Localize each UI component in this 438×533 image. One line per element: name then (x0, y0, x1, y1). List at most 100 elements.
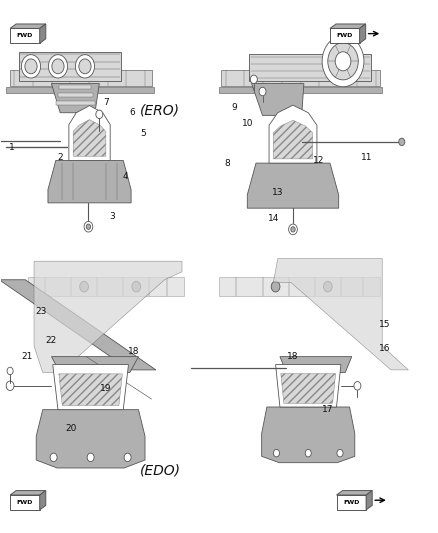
Text: 22: 22 (46, 336, 57, 345)
Circle shape (79, 59, 91, 74)
Text: 5: 5 (140, 130, 146, 139)
Circle shape (323, 281, 332, 292)
Polygon shape (10, 24, 46, 28)
Circle shape (322, 36, 364, 87)
Polygon shape (48, 160, 131, 203)
Text: 1: 1 (9, 143, 15, 152)
Circle shape (289, 224, 297, 235)
Text: 2: 2 (57, 154, 63, 163)
Text: 18: 18 (128, 347, 140, 356)
Text: 10: 10 (241, 119, 253, 128)
Circle shape (6, 381, 14, 391)
Circle shape (75, 55, 95, 78)
Text: 13: 13 (272, 188, 283, 197)
Polygon shape (60, 85, 91, 89)
Text: 4: 4 (123, 172, 128, 181)
Circle shape (96, 110, 103, 118)
Text: 14: 14 (268, 214, 279, 223)
Bar (336, 495, 366, 510)
Text: FWD: FWD (343, 500, 360, 505)
Circle shape (132, 281, 141, 292)
Text: (EDO): (EDO) (140, 464, 181, 478)
Polygon shape (28, 277, 184, 296)
Text: 11: 11 (361, 154, 373, 163)
Polygon shape (219, 87, 382, 93)
Circle shape (354, 382, 361, 390)
Polygon shape (273, 259, 408, 370)
Polygon shape (273, 120, 313, 159)
Polygon shape (366, 490, 372, 510)
Text: 9: 9 (231, 103, 237, 112)
Polygon shape (0, 280, 156, 370)
Polygon shape (36, 410, 145, 468)
Text: 16: 16 (378, 344, 390, 353)
Circle shape (271, 281, 280, 292)
Circle shape (124, 453, 131, 462)
Polygon shape (269, 105, 317, 163)
Polygon shape (280, 357, 352, 373)
Circle shape (7, 367, 13, 375)
Polygon shape (252, 84, 304, 115)
Text: (ERO): (ERO) (140, 103, 180, 117)
Polygon shape (40, 490, 46, 510)
Text: FWD: FWD (336, 34, 353, 38)
Polygon shape (281, 374, 336, 403)
Circle shape (328, 43, 358, 80)
Polygon shape (221, 70, 380, 86)
Polygon shape (53, 365, 128, 410)
Circle shape (251, 75, 257, 84)
Text: 18: 18 (287, 352, 299, 361)
Text: 7: 7 (103, 98, 109, 107)
Circle shape (52, 59, 64, 74)
Circle shape (48, 55, 67, 78)
Circle shape (87, 453, 94, 462)
Polygon shape (40, 24, 46, 43)
Polygon shape (10, 70, 152, 86)
Circle shape (25, 59, 37, 74)
Bar (10, 495, 40, 510)
Text: 6: 6 (129, 108, 135, 117)
Text: 15: 15 (378, 320, 390, 329)
Circle shape (273, 449, 279, 457)
Polygon shape (73, 119, 106, 156)
Bar (330, 28, 360, 43)
Text: 3: 3 (110, 212, 115, 221)
Polygon shape (57, 93, 93, 97)
Polygon shape (360, 24, 366, 43)
Text: 12: 12 (314, 156, 325, 165)
Circle shape (305, 449, 311, 457)
Circle shape (84, 221, 93, 232)
Text: FWD: FWD (17, 34, 33, 38)
Polygon shape (69, 106, 110, 160)
Polygon shape (6, 87, 154, 93)
Polygon shape (10, 490, 46, 495)
Polygon shape (276, 365, 341, 407)
Text: 23: 23 (35, 307, 46, 316)
Polygon shape (51, 357, 138, 373)
Text: 8: 8 (225, 159, 230, 167)
Polygon shape (51, 84, 99, 113)
Text: 19: 19 (100, 384, 112, 393)
Circle shape (50, 453, 57, 462)
Text: FWD: FWD (17, 500, 33, 505)
Polygon shape (56, 101, 95, 105)
Circle shape (86, 224, 91, 229)
Polygon shape (19, 52, 121, 81)
Polygon shape (59, 374, 122, 406)
Circle shape (259, 87, 266, 96)
Polygon shape (250, 54, 371, 81)
Text: 17: 17 (322, 405, 334, 414)
Bar (10, 28, 40, 43)
Polygon shape (219, 277, 380, 296)
Circle shape (399, 138, 405, 146)
Polygon shape (330, 24, 366, 28)
Polygon shape (34, 261, 182, 373)
Text: 20: 20 (65, 424, 77, 433)
Polygon shape (247, 163, 339, 208)
Circle shape (291, 227, 295, 232)
Text: 21: 21 (22, 352, 33, 361)
Circle shape (21, 55, 41, 78)
Circle shape (80, 281, 88, 292)
Polygon shape (336, 490, 372, 495)
Circle shape (335, 52, 351, 71)
